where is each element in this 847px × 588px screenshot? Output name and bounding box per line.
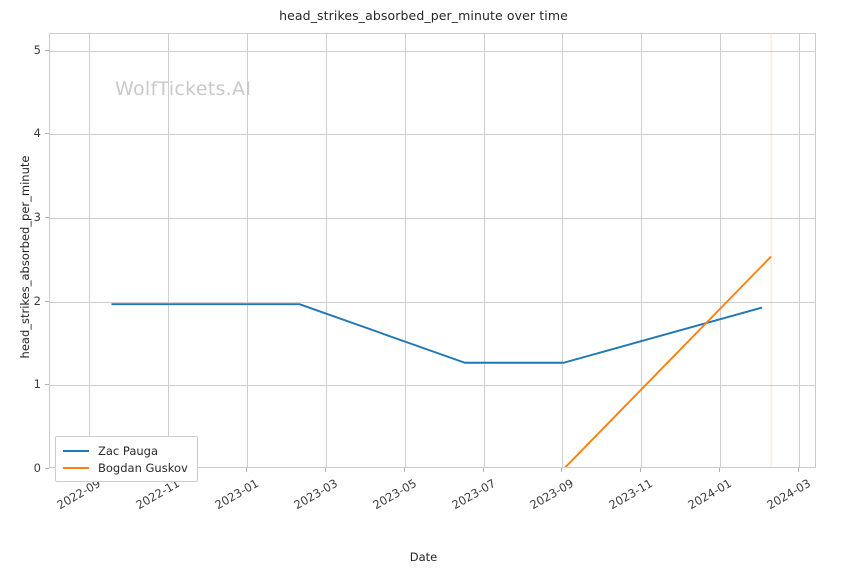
gridline-horizontal (50, 302, 815, 303)
gridline-horizontal (50, 134, 815, 135)
y-axis-tick-label: 2 (33, 293, 41, 308)
y-axis-tick-label: 1 (33, 377, 41, 392)
y-axis-tick-mark (45, 217, 49, 218)
x-axis-tick-mark (404, 468, 405, 472)
series-line (111, 303, 763, 364)
x-axis-tick-mark (246, 468, 247, 472)
legend-label: Zac Pauga (98, 443, 159, 458)
gridline-horizontal (50, 51, 815, 52)
series-lines (111, 34, 772, 467)
y-axis-tick-label: 4 (33, 126, 41, 141)
y-axis-tick-label: 3 (33, 210, 41, 225)
x-axis-tick-mark (798, 468, 799, 472)
series-line (564, 255, 772, 467)
gridline-horizontal (50, 385, 815, 386)
gridline-horizontal (50, 218, 815, 219)
gridline-vertical (720, 34, 721, 467)
x-axis-tick-mark (325, 468, 326, 472)
gridline-vertical (326, 34, 327, 467)
x-axis-tick-mark (719, 468, 720, 472)
x-axis-tick-mark (561, 468, 562, 472)
legend-entry[interactable]: Bogdan Guskov (63, 459, 188, 476)
chart-figure: head_strikes_absorbed_per_minute over ti… (8, 0, 816, 575)
chart-title: head_strikes_absorbed_per_minute over ti… (279, 8, 568, 23)
y-axis-tick-mark (45, 133, 49, 134)
gridline-vertical (484, 34, 485, 467)
gridline-vertical (168, 34, 169, 467)
x-axis-tick-mark (483, 468, 484, 472)
chart-legend: Zac Pauga Bogdan Guskov (55, 436, 198, 482)
gridline-vertical (405, 34, 406, 467)
y-axis-tick-labels: 0 1 2 3 4 5 (8, 0, 41, 575)
y-axis-tick-mark (45, 50, 49, 51)
gridline-vertical (641, 34, 642, 467)
legend-color-swatch (63, 466, 89, 469)
gridline-vertical (562, 34, 563, 467)
legend-label: Bogdan Guskov (98, 460, 188, 475)
plot-area: WolfTickets.AI (49, 33, 816, 468)
legend-entry[interactable]: Zac Pauga (63, 442, 188, 459)
y-axis-label: head_strikes_absorbed_per_minute (18, 155, 32, 359)
y-axis-tick-mark (45, 384, 49, 385)
x-axis-label: Date (409, 550, 438, 564)
gridline-vertical (799, 34, 800, 467)
gridline-vertical (89, 34, 90, 467)
y-axis-tick-label: 0 (33, 461, 41, 475)
y-axis-tick-label: 5 (33, 42, 41, 57)
legend-color-swatch (63, 449, 89, 452)
gridline-vertical (247, 34, 248, 467)
x-axis-tick-mark (640, 468, 641, 472)
y-axis-tick-mark (45, 468, 49, 469)
y-axis-tick-mark (45, 301, 49, 302)
